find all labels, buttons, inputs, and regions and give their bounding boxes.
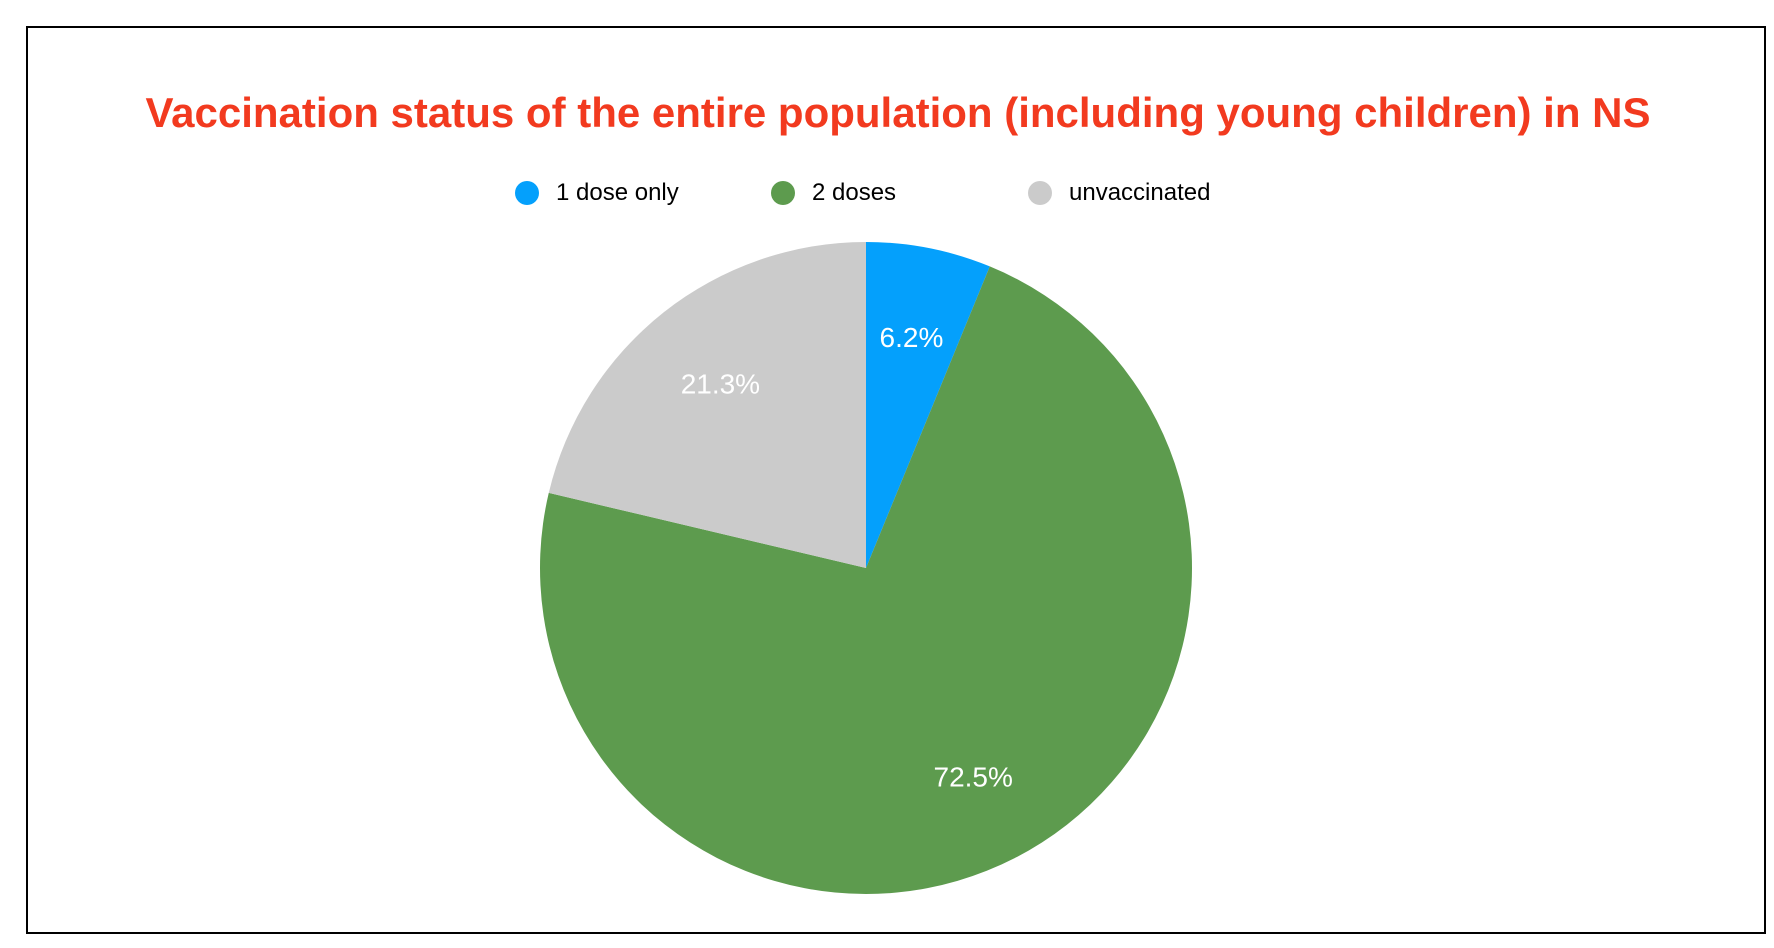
pie-chart: 6.2% 72.5% 21.3%: [540, 242, 1192, 895]
pie-slice-unvaccinated: [548, 242, 866, 568]
legend-swatch-unvaccinated: [1028, 181, 1052, 205]
chart-legend: 1 dose only 2 doses unvaccinated: [28, 173, 1768, 213]
legend-item-2-doses: 2 doses: [771, 173, 896, 213]
chart-title: Vaccination status of the entire populat…: [145, 89, 1651, 136]
pie-slice-2-doses: [540, 266, 1192, 895]
slice-label-unvaccinated: 21.3%: [681, 368, 760, 399]
slice-label-1-dose-only: 6.2%: [880, 322, 944, 353]
legend-label-unvaccinated: unvaccinated: [1069, 179, 1211, 206]
legend-item-1-dose-only: 1 dose only: [515, 173, 679, 213]
legend-swatch-1-dose-only: [515, 181, 539, 205]
legend-item-unvaccinated: unvaccinated: [1028, 173, 1210, 213]
slice-label-2-doses: 72.5%: [934, 761, 1013, 792]
legend-label-2-doses: 2 doses: [812, 179, 897, 206]
legend-swatch-2-doses: [771, 181, 795, 205]
legend-label-1-dose-only: 1 dose only: [556, 179, 679, 206]
pie-slice-1-dose-only: [866, 242, 990, 568]
chart-frame: Vaccination status of the entire populat…: [26, 26, 1766, 934]
